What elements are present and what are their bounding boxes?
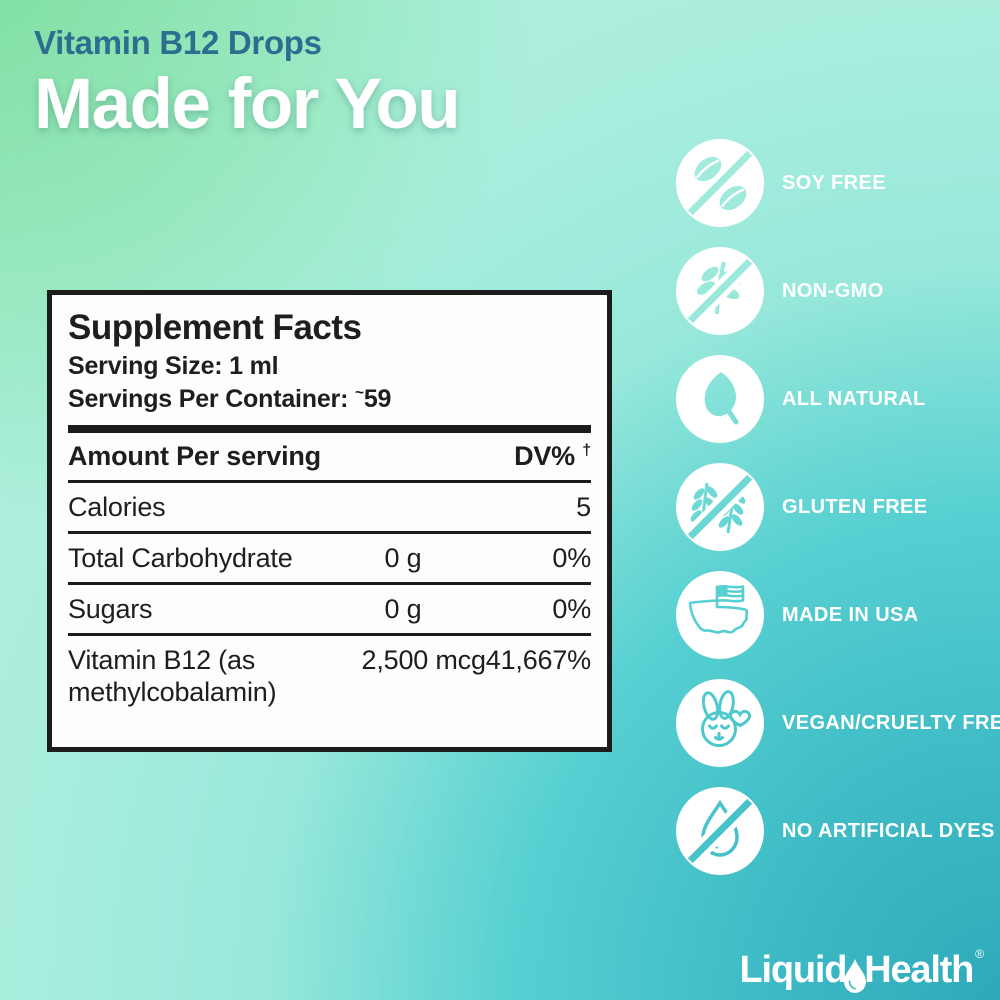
badge-label: ALL NATURAL [782,387,926,410]
divider [68,582,591,586]
badge-label: VEGAN/CRUELTY FREE [782,711,1000,734]
supplement-facts-title: Supplement Facts [68,308,362,347]
product-subtitle: Vitamin B12 Drops [34,24,322,61]
table-row-vitamin-b12: Vitamin B12 (as methylcobalamin) 2,500 m… [68,645,591,707]
servings-per-container-line: Servings Per Container: ~59 [68,383,591,416]
badge-made-in-usa: MADE IN USA [676,561,1000,669]
thick-divider [68,425,591,434]
divider [68,479,591,483]
gluten-free-icon [676,463,764,551]
badge-all-natural: ALL NATURAL [676,345,1000,453]
divider [68,530,591,534]
servings-label: Servings Per Container: [68,384,355,413]
dv-header: DV% † [514,441,591,472]
feature-badges: SOY FREE NON-GMO [676,129,1000,885]
divider [68,633,591,637]
water-drop-icon [844,959,867,993]
badge-non-gmo: NON-GMO [676,237,1000,345]
soy-free-icon [676,139,764,227]
logo-text-health: Health [864,949,974,991]
dagger-symbol: † [582,442,591,460]
table-row-sugars: Sugars 0 g 0% [68,594,591,625]
badge-label: GLUTEN FREE [782,495,928,518]
badge-vegan-cruelty-free: VEGAN/CRUELTY FREE [676,669,1000,777]
table-row-calories: Calories 5 [68,491,591,522]
header: Vitamin B12 Drops Made for You [34,24,461,145]
facts-header-row: Amount Per serving DV% † [68,433,591,479]
leaf-icon [676,355,764,443]
usa-map-flag-icon [676,571,764,659]
badge-no-artificial-dyes: NO ARTIFICIAL DYES [676,777,1000,885]
non-gmo-icon [676,247,764,335]
badge-label: NO ARTIFICIAL DYES [782,819,995,842]
logo-text-liquid: Liquid [739,949,847,991]
servings-value: 59 [363,384,392,413]
rabbit-heart-icon [676,679,764,767]
registered-trademark-symbol: ® [975,947,984,961]
page-title: Made for You [34,65,461,144]
badge-label: SOY FREE [782,171,886,194]
brand-logo: Liquid Health ® [739,947,984,993]
serving-size-line: Serving Size: 1 ml [68,351,279,380]
water-drop-slash-icon [676,787,764,875]
approx-symbol: ~ [354,384,364,402]
badge-soy-free: SOY FREE [676,129,1000,237]
supplement-facts-panel: Supplement Facts Serving Size: 1 ml Serv… [47,290,612,752]
badge-label: NON-GMO [782,279,884,302]
table-row-carbohydrate: Total Carbohydrate 0 g 0% [68,542,591,573]
badge-gluten-free: GLUTEN FREE [676,453,1000,561]
amount-per-serving-header: Amount Per serving [68,441,321,472]
badge-label: MADE IN USA [782,603,919,626]
